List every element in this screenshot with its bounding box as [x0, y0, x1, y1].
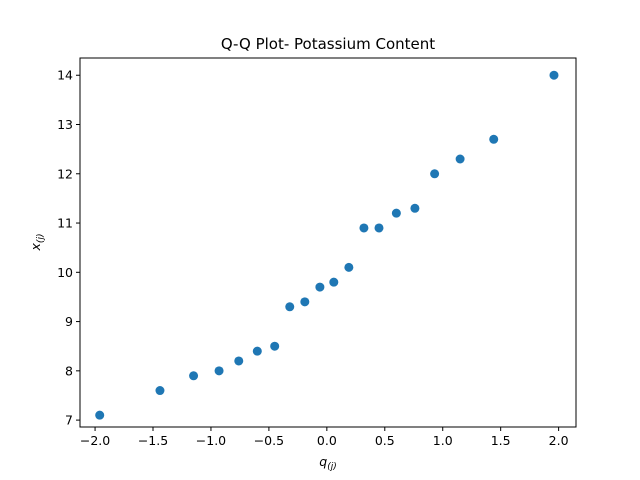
- plot-frame: [79, 57, 577, 428]
- chart-title: Q-Q Plot- Potassium Content: [221, 35, 435, 53]
- y-axis-label: x(j): [28, 234, 46, 252]
- data-point: [430, 169, 440, 179]
- x-axis-label-base: q: [319, 454, 327, 469]
- data-point: [359, 223, 369, 233]
- x-tick-label: −2.0: [80, 433, 110, 448]
- y-axis-ticks: 7 8 9 10 11 12 13 14: [57, 68, 80, 428]
- x-tick-label: 1.0: [433, 433, 453, 448]
- data-point: [270, 341, 280, 351]
- data-point: [315, 282, 325, 292]
- data-point: [329, 277, 339, 287]
- y-axis-label-base: x: [28, 242, 43, 251]
- y-tick-label: 8: [65, 363, 73, 378]
- y-tick-label: 13: [57, 117, 73, 132]
- data-point: [252, 346, 262, 356]
- data-point: [455, 154, 465, 164]
- data-point: [549, 70, 559, 80]
- y-axis-label-subscript: (j): [36, 234, 46, 244]
- y-tick-label: 14: [57, 68, 73, 83]
- data-point: [285, 302, 295, 312]
- x-tick-label: −1.5: [138, 433, 168, 448]
- y-tick-label: 11: [57, 216, 73, 231]
- x-axis-ticks: −2.0 −1.5 −1.0 −0.5 0.0 0.5 1.0 1.5 2.0: [80, 427, 569, 448]
- data-point: [489, 134, 499, 144]
- y-tick-label: 9: [65, 314, 73, 329]
- y-tick-label: 7: [65, 413, 73, 428]
- data-point: [300, 297, 310, 307]
- data-point: [155, 386, 165, 396]
- data-point: [410, 203, 420, 213]
- data-points: [95, 70, 559, 420]
- x-tick-label: 2.0: [549, 433, 569, 448]
- data-point: [214, 366, 224, 376]
- y-tick-label: 12: [57, 166, 73, 181]
- x-tick-label: 0.0: [317, 433, 337, 448]
- x-tick-label: −1.0: [196, 433, 226, 448]
- x-tick-label: 1.5: [491, 433, 511, 448]
- data-point: [189, 371, 199, 381]
- data-point: [391, 208, 401, 218]
- y-tick-label: 10: [57, 265, 73, 280]
- x-axis-label-subscript: (j): [327, 462, 337, 472]
- data-point: [234, 356, 244, 366]
- x-tick-label: 0.5: [375, 433, 395, 448]
- data-point: [374, 223, 384, 233]
- data-point: [344, 262, 354, 272]
- x-axis-label: q(j): [319, 454, 336, 472]
- x-tick-label: −0.5: [254, 433, 284, 448]
- data-point: [95, 410, 105, 420]
